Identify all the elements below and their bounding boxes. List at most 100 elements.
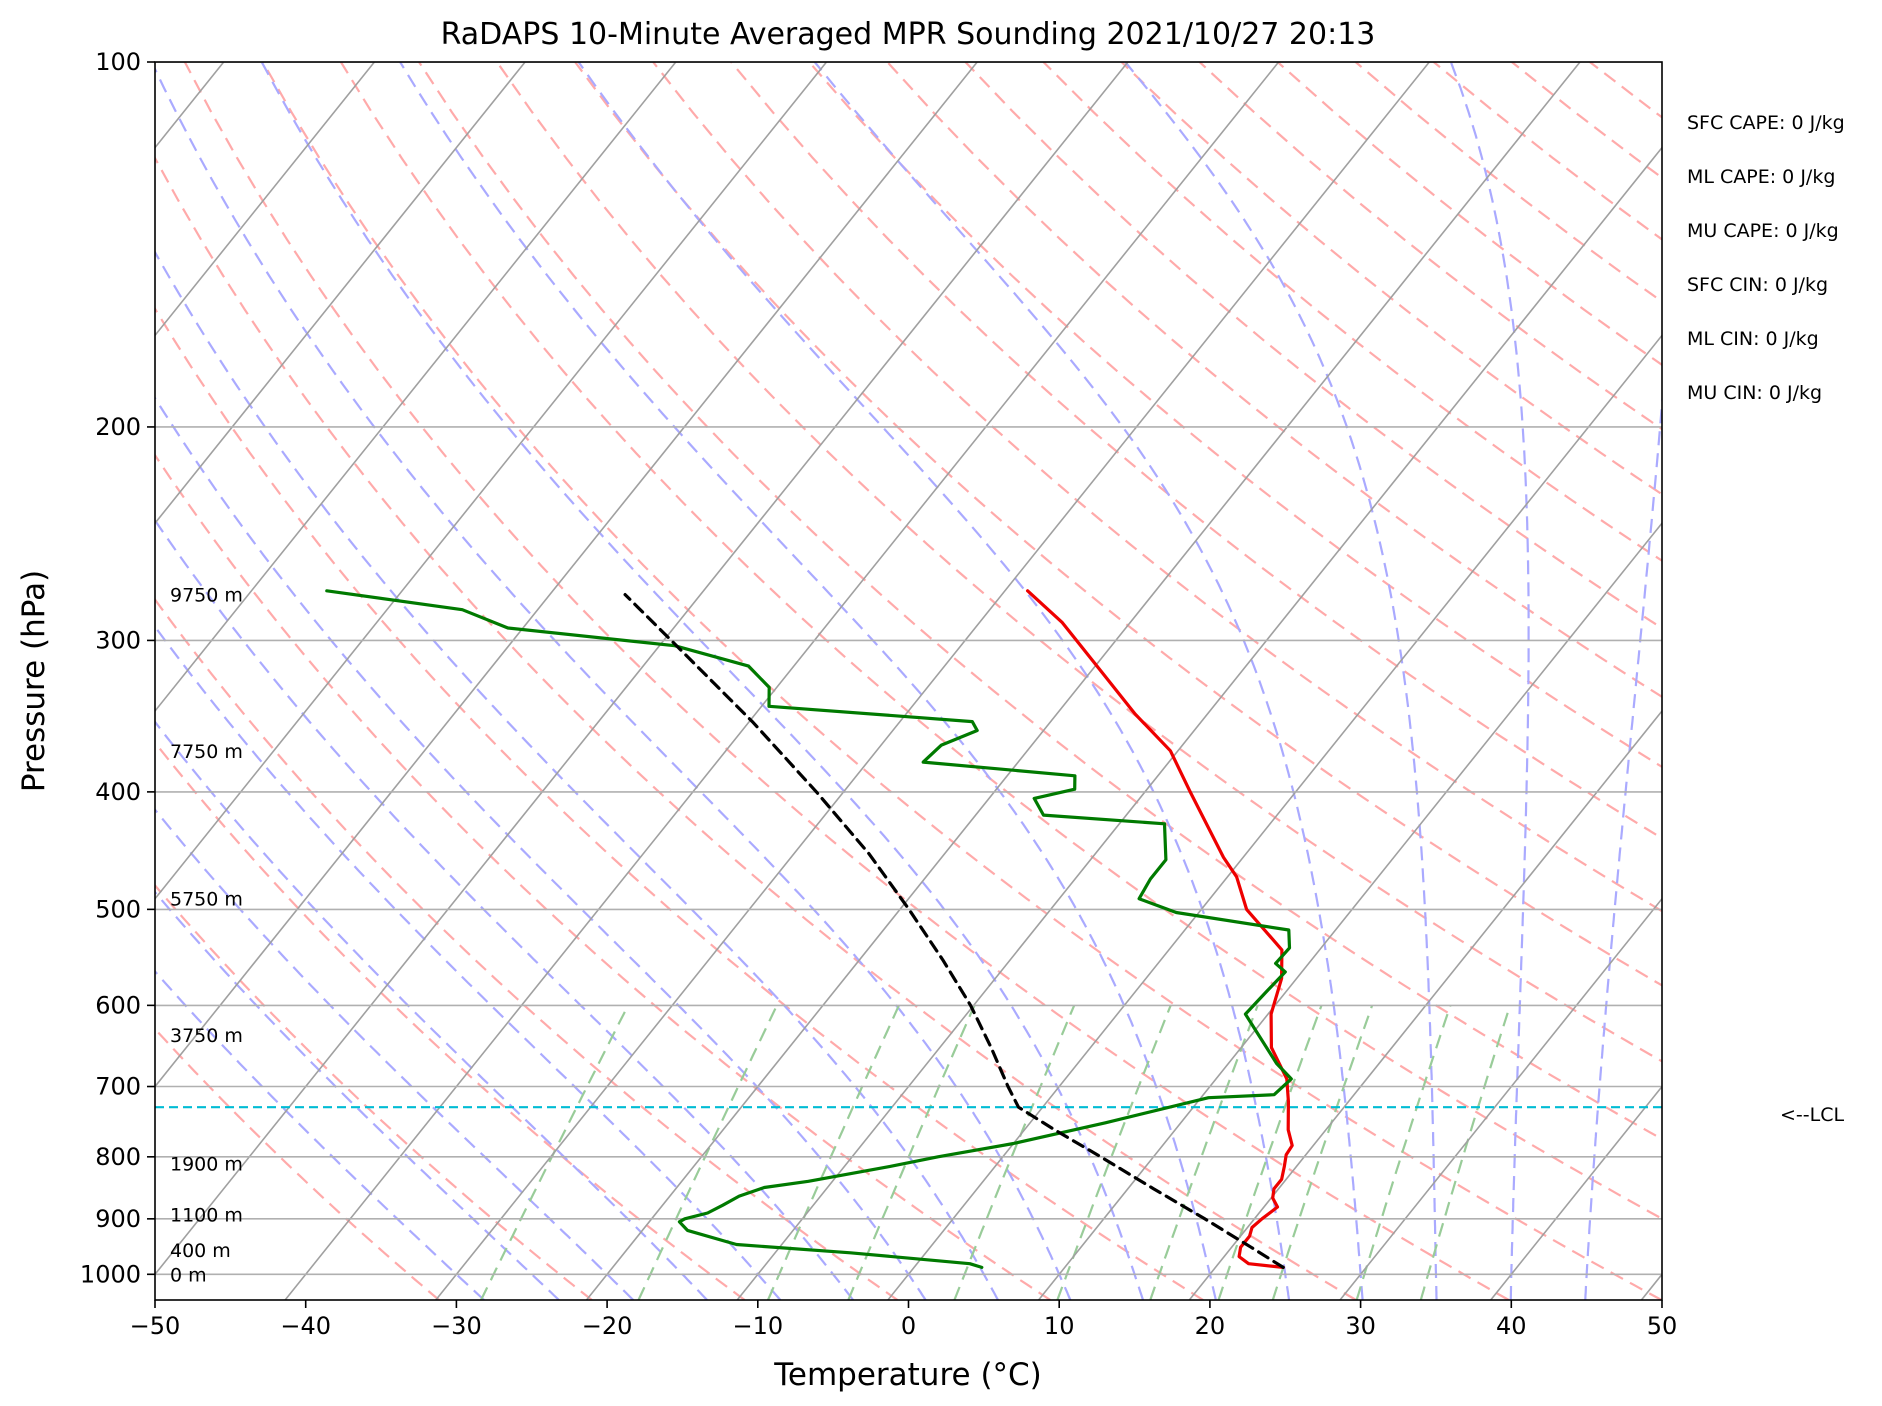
dry-adiabat-line [155,740,746,1300]
y-tick-label: 900 [95,1205,141,1233]
stat-label: MU CIN: 0 J/kg [1687,382,1822,404]
x-tick-label: −10 [732,1312,783,1340]
dry-adiabat-line [652,62,1662,913]
dry-adiabat-line [496,62,1662,1063]
y-tick-label: 300 [95,626,141,654]
moist-adiabat-line [813,62,1364,1300]
isotherm-line [155,62,1129,1276]
moist-adiabat-line [155,249,999,1300]
dry-adiabat-line [155,883,593,1300]
dry-adiabat-line [339,62,1662,1220]
moist-adiabat-line [577,62,1291,1300]
x-axis-title: Temperature (°C) [773,1357,1042,1393]
height-label: 9750 m [170,585,243,607]
x-tick-label: 30 [1345,1312,1376,1340]
x-tick-label: −30 [431,1312,482,1340]
height-label: 0 m [170,1264,207,1286]
y-tick-label: 700 [95,1073,141,1101]
x-tick-label: 10 [1044,1312,1075,1340]
chart-title: RaDAPS 10-Minute Averaged MPR Sounding 2… [441,17,1376,52]
isotherm-line [1490,1085,1662,1300]
y-tick-label: 400 [95,778,141,806]
dry-adiabat-line [808,62,1662,769]
y-tick-label: 800 [95,1143,141,1171]
lcl-label: <--LCL [1780,1104,1844,1126]
x-tick-label: 0 [901,1312,916,1340]
lcl-group: <--LCL [155,1104,1844,1126]
isotherm-line [435,62,1430,1300]
stat-label: ML CIN: 0 J/kg [1687,328,1819,350]
isotherm-line [887,334,1662,1300]
moist-adiabat-line [155,518,854,1300]
stat-label: SFC CIN: 0 J/kg [1687,274,1828,296]
y-tick-label: 600 [95,991,141,1019]
dry-adiabat-line [155,155,1357,1300]
dry-adiabat-line [155,306,1204,1300]
series-group [325,589,1294,1270]
mixing-ratio-line [1271,1005,1374,1300]
mixing-ratio-line [953,1004,1076,1300]
moist-adiabat-line [1124,62,1438,1300]
moist-adiabat-line [1584,390,1662,1300]
mixing-ratio-line [637,1004,778,1300]
moist-adiabat-line [155,66,1072,1300]
height-label: 400 m [170,1240,231,1262]
y-axis-title: Pressure (hPa) [16,570,52,792]
x-tick-label: 20 [1195,1312,1226,1340]
x-tick-label: −50 [130,1312,181,1340]
mixing-ratio-line [1355,1005,1452,1300]
y-tick-label: 500 [95,895,141,923]
x-tick-label: −20 [582,1312,633,1340]
x-tick-label: 50 [1647,1312,1678,1340]
height-label: 1900 m [170,1153,243,1175]
x-tick-label: −40 [280,1312,331,1340]
temperature-series-line [1025,589,1294,1270]
dry-adiabat-line [418,62,1662,1141]
isotherm-line [585,62,1581,1300]
moist-adiabat-line [155,807,635,1300]
x-axis: −50 −40 −30 −20 −10 0 10 20 30 40 50 [130,1300,1678,1340]
moist-adiabat-line [399,62,1217,1300]
isotherm-line [155,62,376,337]
dry-adiabat-line [155,453,1051,1300]
moist-adiabat-line [155,890,560,1300]
mixing-ratio-line [1056,1004,1172,1300]
y-axis: 100 200 300 400 500 600 700 800 900 1000 [80,48,155,1288]
mixing-ratio-line [847,1004,976,1300]
dry-adiabat-line [964,62,1662,630]
stat-label: MU CAPE: 0 J/kg [1687,220,1839,242]
isotherm-line [284,62,1280,1300]
stat-label: ML CAPE: 0 J/kg [1687,166,1835,188]
height-labels: 9750 m 7750 m 5750 m 3750 m 1900 m 1100 m 400 … [170,585,243,1287]
height-label: 1100 m [170,1205,243,1227]
mixing-ratio-line [1149,1005,1259,1300]
parcel-series-line [623,592,1285,1270]
isotherm-line [736,146,1662,1300]
y-tick-label: 200 [95,413,141,441]
mixing-ratio-line [480,1004,630,1300]
stats-panel: SFC CAPE: 0 J/kg ML CAPE: 0 J/kg MU CAPE: … [1687,112,1845,404]
moist-adiabat-line [1449,62,1530,1300]
dry-adiabat-line [261,62,1662,1300]
x-tick-label: 40 [1496,1312,1527,1340]
pressure-grid [155,62,1662,1276]
height-label: 3750 m [170,1025,243,1047]
moist-adiabat-line [260,62,1145,1300]
isotherm-line [1339,897,1662,1300]
mixing-ratio-line [1217,1005,1323,1300]
isotherm-line [155,62,677,713]
dry-adiabat-line [730,62,1662,840]
isotherm-line [1188,709,1662,1300]
dry-adiabat-line [886,62,1662,699]
moist-adiabat-line [155,969,485,1300]
mixing-ratio-line [766,1004,900,1300]
dewpoint-series-line [325,589,1293,1270]
isotherm-line [155,62,828,901]
mixing-ratio-line [1419,1005,1512,1300]
moist-adiabat-line [155,720,708,1300]
stat-label: SFC CAPE: 0 J/kg [1687,112,1845,134]
isotherm-line [1037,521,1662,1300]
y-tick-label: 100 [95,48,141,76]
